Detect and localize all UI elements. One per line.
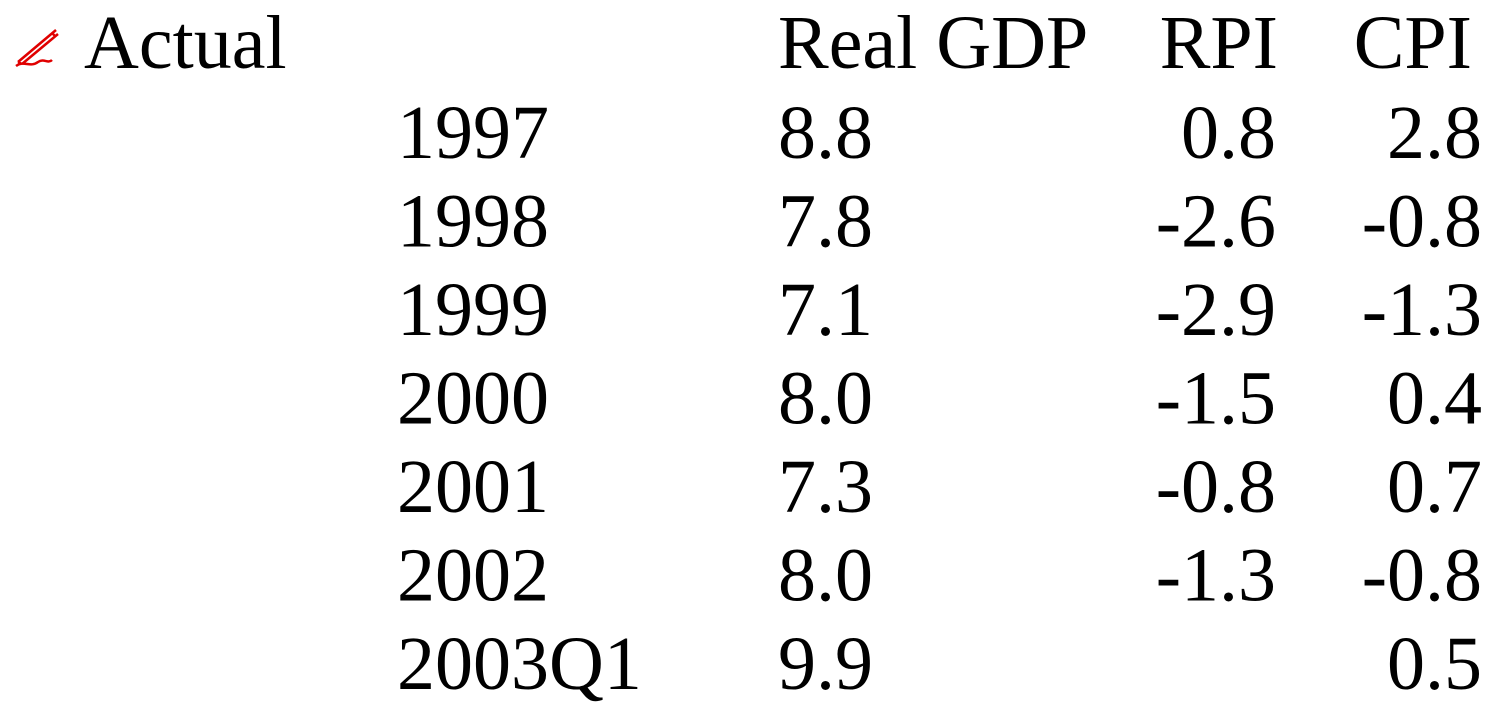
gdp-cell: 8.0 xyxy=(778,534,873,618)
cpi-cell: -0.8 xyxy=(1362,180,1482,264)
gdp-cell: 7.8 xyxy=(778,180,873,264)
year-cell: 2001 xyxy=(397,445,549,529)
year-cell: 2000 xyxy=(397,357,549,441)
column-header: RPI xyxy=(1160,1,1278,85)
rpi-cell: -2.6 xyxy=(1156,180,1276,264)
cpi-cell: 0.7 xyxy=(1387,445,1482,529)
label: Actual xyxy=(84,1,287,85)
gdp-cell: 7.1 xyxy=(778,268,873,352)
gdp-cell: 7.3 xyxy=(778,445,873,529)
rpi-cell: -1.3 xyxy=(1156,534,1276,618)
year-cell: 2003Q1 xyxy=(397,622,642,703)
cpi-cell: 0.4 xyxy=(1387,357,1482,441)
column-header: CPI xyxy=(1354,1,1472,85)
column-header: Real GDP xyxy=(778,1,1088,85)
rpi-cell: -2.9 xyxy=(1156,268,1276,352)
rpi-cell: -1.5 xyxy=(1156,357,1276,441)
bullet-icon xyxy=(15,29,59,68)
year-cell: 1997 xyxy=(397,91,549,175)
cpi-cell: -0.8 xyxy=(1362,534,1482,618)
cpi-cell: -1.3 xyxy=(1362,268,1482,352)
year-cell: 1998 xyxy=(397,180,549,264)
gdp-cell: 8.0 xyxy=(778,357,873,441)
cpi-cell: 0.5 xyxy=(1387,622,1482,703)
gdp-cell: 8.8 xyxy=(778,91,873,175)
year-cell: 2002 xyxy=(397,534,549,618)
rpi-cell: -0.8 xyxy=(1156,445,1276,529)
year-cell: 1999 xyxy=(397,268,549,352)
gdp-cell: 9.9 xyxy=(778,622,873,703)
rpi-cell: 0.8 xyxy=(1181,91,1276,175)
cpi-cell: 2.8 xyxy=(1387,91,1482,175)
